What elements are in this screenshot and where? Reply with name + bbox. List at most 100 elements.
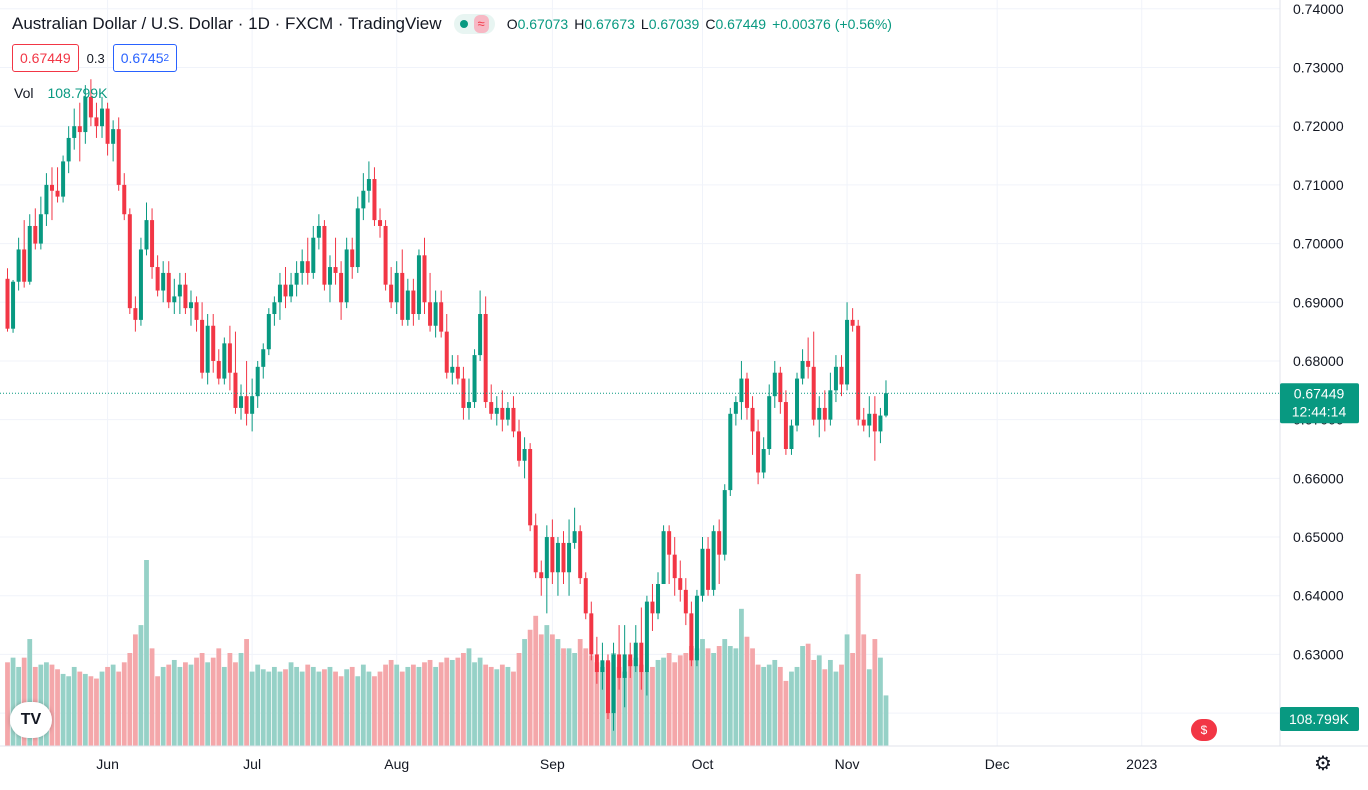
candle-body [756, 431, 761, 473]
market-status-pill[interactable]: ≈ [453, 14, 495, 34]
grid-lines [0, 0, 1280, 746]
candle-body [722, 490, 727, 555]
volume-bar [399, 671, 405, 746]
volume-bar [21, 657, 27, 746]
volume-bar [688, 646, 694, 746]
volume-bar [455, 657, 461, 746]
sell-button[interactable]: 0.67449 [12, 44, 79, 72]
volume-bar [60, 673, 66, 746]
volume-bar [555, 639, 561, 746]
x-tick-label: Jun [96, 756, 119, 772]
y-tick-label: 0.63000 [1293, 646, 1344, 662]
volume-bar [822, 669, 828, 746]
candle-body [66, 137, 71, 162]
candle-body [833, 366, 838, 391]
volume-bar [716, 646, 722, 746]
candle-body [428, 302, 433, 326]
candle-body [583, 578, 588, 614]
currency-flag-icon[interactable]: $ [1189, 717, 1219, 743]
volume-bar [600, 666, 605, 746]
candle-body [439, 302, 444, 332]
volume-bar [333, 671, 338, 746]
volume-bar [94, 678, 99, 746]
volume-bar [644, 671, 650, 746]
candle-body [150, 220, 155, 268]
volume-bar [505, 666, 511, 746]
candle-body [116, 129, 121, 185]
y-tick-label: 0.66000 [1293, 470, 1344, 486]
close-label: C [705, 16, 716, 32]
time-axis[interactable]: Jun Jul Aug Sep Oct Nov Dec 2023 [96, 756, 1157, 772]
volume-bar [827, 659, 833, 746]
candle-body [672, 554, 677, 579]
volume-bar [861, 634, 867, 746]
volume-bar [66, 676, 72, 746]
volume-bar [561, 648, 566, 746]
volume-bar [249, 671, 255, 746]
volume-bar [638, 664, 644, 746]
y-tick-label: 0.65000 [1293, 529, 1344, 545]
volume-bar [816, 655, 822, 746]
candle-body [555, 542, 560, 573]
volume-bar [366, 671, 372, 746]
spread-value: 0.3 [86, 50, 105, 66]
volume-legend[interactable]: Vol 108.799K [14, 85, 107, 101]
gear-icon[interactable]: ⚙ [1314, 753, 1332, 775]
candle-body [394, 272, 399, 303]
candle-body [539, 572, 544, 579]
volume-legend-label: Vol [14, 85, 34, 101]
candle-body [94, 117, 99, 127]
volume-bar [171, 659, 177, 746]
volume-bar [71, 666, 77, 746]
candle-body [528, 449, 533, 526]
candle-body [311, 237, 316, 273]
symbol-title[interactable]: Australian Dollar / U.S. Dollar · 1D · F… [12, 14, 442, 33]
candle-body [366, 179, 371, 191]
candle-body [88, 96, 93, 118]
candle-body [867, 413, 872, 426]
candle-body [511, 407, 516, 432]
y-tick-label: 0.70000 [1293, 236, 1344, 252]
volume-bar [372, 676, 377, 746]
volume-bar [55, 669, 60, 746]
volume-bar [461, 653, 466, 746]
candle-body [166, 272, 171, 303]
volume-bar [294, 666, 300, 746]
volume-bar [260, 669, 266, 746]
candle-body [83, 96, 88, 133]
volume-bar [666, 653, 672, 746]
volume-bar [288, 662, 294, 746]
candle-body [294, 272, 299, 285]
volume-bar [850, 653, 856, 746]
volume-bar [127, 653, 133, 746]
tradingview-logo-icon[interactable]: TV [10, 702, 52, 738]
volume-bar [121, 662, 127, 746]
candle-body [861, 419, 866, 426]
candle-body [389, 284, 394, 303]
open-value: 0.67073 [517, 16, 569, 32]
volume-bar [116, 671, 122, 746]
volume-bar [283, 669, 288, 746]
buy-button[interactable]: 0.6745 2 [112, 44, 178, 72]
candle-body [845, 319, 850, 385]
volume-bar [466, 648, 472, 746]
volume-bar [494, 669, 500, 746]
volume-bar [410, 664, 416, 746]
volume-bar [883, 695, 889, 746]
candle-body [105, 108, 110, 144]
last-price-value: 0.67449 [1294, 385, 1345, 401]
volume-bar [305, 664, 311, 746]
candle-body [161, 272, 166, 291]
candle-body [361, 190, 366, 209]
y-tick-label: 0.69000 [1293, 294, 1344, 310]
volume-bar [233, 662, 238, 746]
candle-body [466, 402, 471, 408]
volume-bar [677, 655, 683, 746]
candle-body [72, 126, 77, 138]
volume-bar [355, 676, 361, 746]
open-label: O [506, 16, 518, 32]
candle-body [667, 531, 672, 555]
volume-bar [800, 646, 805, 746]
volume-bar [5, 662, 10, 746]
